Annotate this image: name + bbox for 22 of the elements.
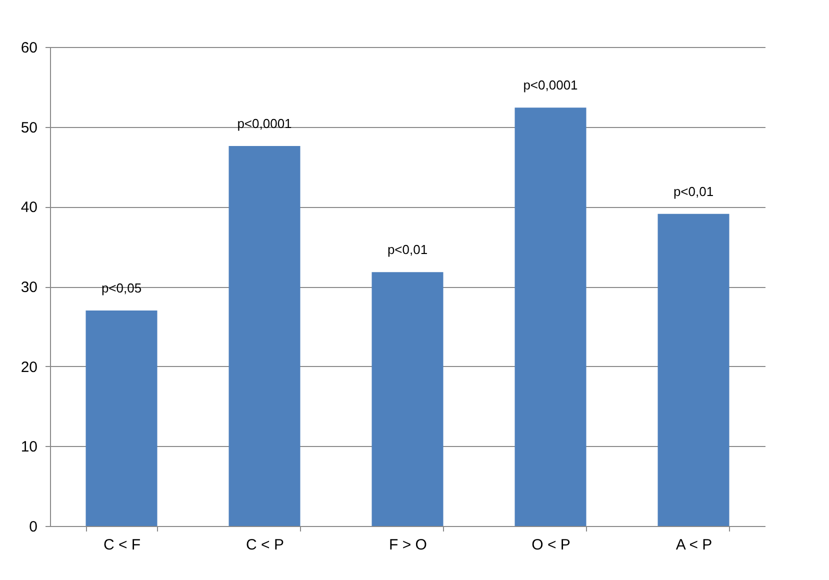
bar	[658, 214, 730, 526]
bar	[228, 146, 300, 526]
bar	[372, 272, 444, 526]
annotation: p<0,0001	[523, 78, 578, 93]
y-tick-label: 40	[20, 199, 38, 216]
annotation: p<0,0001	[237, 116, 292, 131]
y-tick-label: 0	[29, 518, 38, 536]
x-tick-label: F > O	[389, 536, 427, 554]
bar	[514, 108, 586, 526]
x-tick-label: C < P	[246, 536, 284, 554]
annotation: p<0,01	[673, 184, 714, 199]
y-tick-label: 20	[20, 358, 38, 376]
y-tick-label: 30	[20, 279, 38, 296]
y-tick-label: 50	[20, 119, 38, 136]
x-tick-label: O < P	[532, 536, 570, 554]
bar	[86, 310, 158, 526]
y-tick-label: 60	[20, 40, 38, 56]
annotation: p<0,05	[101, 280, 142, 296]
y-tick-label: 10	[20, 438, 38, 456]
x-tick-label: C < F	[103, 536, 141, 554]
annotation: p<0,01	[387, 242, 428, 258]
x-tick-label: A < P	[676, 536, 712, 554]
